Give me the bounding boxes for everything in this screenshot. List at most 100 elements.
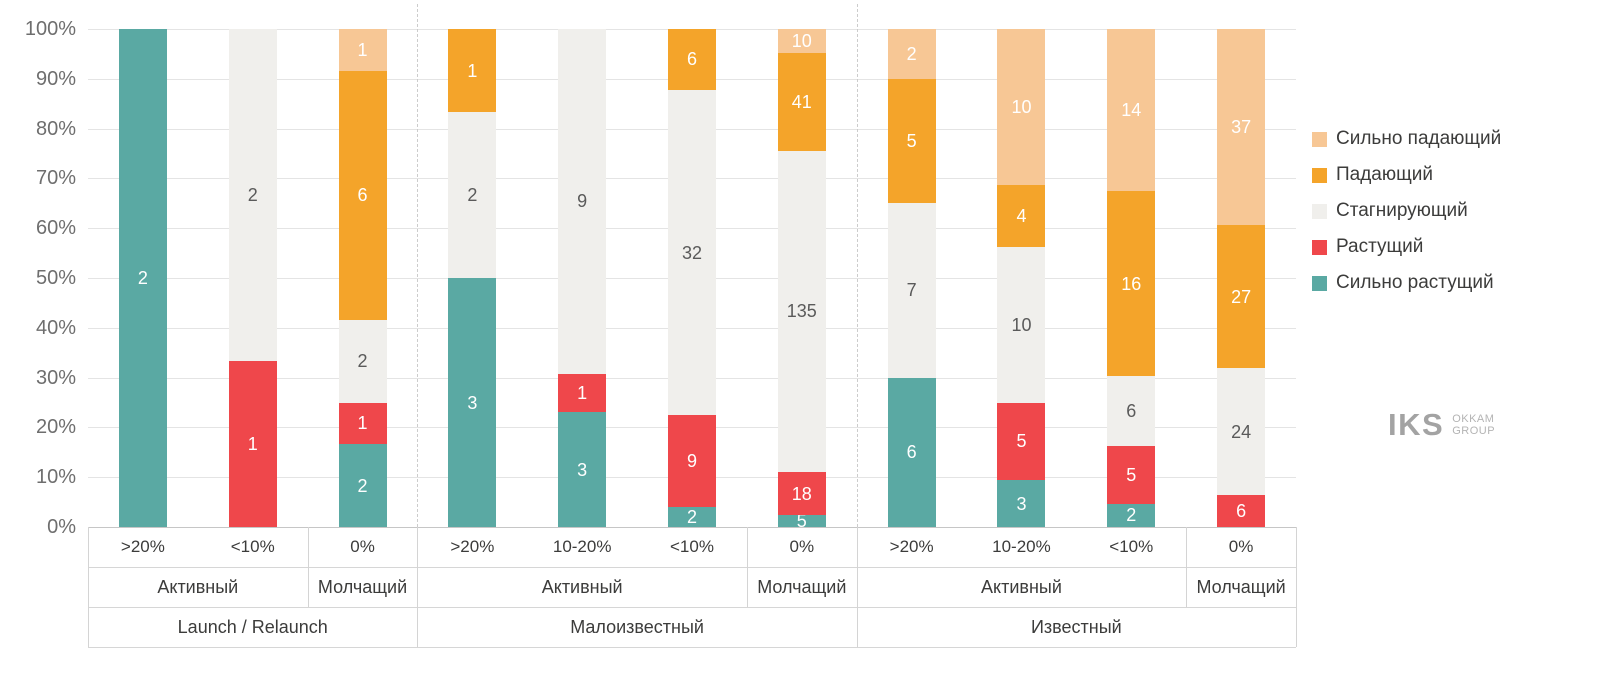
axis-table-group-vline bbox=[417, 527, 419, 647]
axis-table-subgroup-vline bbox=[746, 527, 748, 607]
bar-segment: 10 bbox=[997, 29, 1046, 185]
bar-segment: 2 bbox=[338, 444, 387, 527]
y-axis-tick-label: 50% bbox=[35, 267, 76, 289]
bar-segment: 4 bbox=[997, 184, 1046, 247]
y-axis-tick-label: 80% bbox=[35, 117, 76, 140]
bar-segment: 6 bbox=[887, 377, 936, 527]
x-axis-tick-label: >20% bbox=[889, 537, 934, 556]
legend-label: Растущий bbox=[1336, 236, 1424, 257]
bar-segment: 2 bbox=[1107, 503, 1156, 527]
x-axis-subgroup-label: Молчащий bbox=[317, 576, 408, 597]
legend-swatch bbox=[1312, 203, 1327, 219]
bar-segment: 5 bbox=[1107, 445, 1156, 504]
y-axis-tick-label: 40% bbox=[35, 316, 76, 339]
bar-segment: 5 bbox=[887, 78, 936, 204]
legend-item: Сильно растущий bbox=[1312, 265, 1501, 301]
axis-table-subgroup-vline bbox=[1186, 527, 1188, 607]
x-axis-tick-label: 10-20% bbox=[992, 537, 1051, 556]
axis-table-hline bbox=[88, 647, 1296, 648]
bar-segment: 2 bbox=[448, 112, 497, 278]
legend-label: Стагнирующий bbox=[1336, 200, 1468, 221]
y-axis-tick-label: 60% bbox=[35, 217, 76, 240]
logo-okkam-group-text: OKKAM GROUP bbox=[1452, 413, 1495, 437]
legend: Сильно падающий Падающий Стагнирующий Расту… bbox=[1312, 121, 1501, 301]
bar-segment: 27 bbox=[1217, 225, 1266, 369]
group-separator-dashed-line bbox=[417, 4, 419, 527]
bar-segment: 6 bbox=[1107, 376, 1156, 446]
bar-segment: 32 bbox=[668, 89, 716, 416]
legend-swatch bbox=[1312, 275, 1327, 291]
x-axis-tick-label: >20% bbox=[450, 537, 495, 556]
bar-segment: 1 bbox=[338, 402, 387, 444]
legend-item: Растущий bbox=[1312, 229, 1501, 265]
logo-iks-text: IKS bbox=[1388, 407, 1445, 442]
bar-segment: 10 bbox=[777, 29, 826, 53]
bar-segment: 6 bbox=[1217, 495, 1266, 527]
y-axis-tick-label: 10% bbox=[35, 466, 76, 489]
y-axis-tick-label: 20% bbox=[35, 416, 76, 439]
axis-table-group-vline bbox=[856, 527, 858, 647]
legend-swatch bbox=[1312, 167, 1327, 183]
axis-table-hline bbox=[88, 567, 1296, 568]
bar-segment: 6 bbox=[668, 29, 716, 90]
bar-segment: 2 bbox=[338, 319, 387, 403]
legend-item: Сильно падающий bbox=[1312, 121, 1501, 157]
x-axis-subgroup-label: Активный bbox=[157, 576, 239, 597]
axis-table-subgroup-vline bbox=[307, 527, 309, 607]
y-axis-tick-label: 70% bbox=[35, 167, 76, 190]
bar-segment: 9 bbox=[668, 415, 716, 507]
legend-label: Сильно падающий bbox=[1336, 128, 1502, 149]
bar-segment: 37 bbox=[1217, 29, 1266, 226]
group-separator-dashed-line bbox=[856, 4, 858, 527]
bar-segment: 2 bbox=[118, 29, 167, 527]
bar-segment: 24 bbox=[1217, 368, 1266, 496]
legend-label: Сильно растущий bbox=[1336, 272, 1494, 293]
x-axis-group-label: Малоизвестный bbox=[570, 616, 704, 637]
x-axis-group-label: Launch / Relaunch bbox=[177, 616, 328, 637]
bar-segment: 10 bbox=[997, 246, 1046, 403]
axis-table-group-vline bbox=[88, 527, 89, 647]
x-axis-tick-label: <10% bbox=[230, 537, 275, 556]
bar-segment: 6 bbox=[338, 70, 387, 320]
y-axis-tick-label: 0% bbox=[47, 516, 76, 538]
x-axis-group-label: Известный bbox=[1030, 616, 1122, 637]
axis-table-hline bbox=[88, 607, 1296, 608]
bar-segment: 9 bbox=[558, 29, 607, 374]
axis-table-group-vline bbox=[1296, 527, 1297, 647]
legend-swatch bbox=[1312, 131, 1327, 147]
bar-segment: 2 bbox=[228, 29, 277, 361]
x-axis-subgroup-label: Молчащий bbox=[1196, 576, 1286, 597]
bar-segment: 16 bbox=[1107, 191, 1156, 377]
legend-item: Стагнирующий bbox=[1312, 193, 1501, 229]
bar-segment: 1 bbox=[338, 29, 387, 71]
x-axis-tick-label: 10-20% bbox=[552, 537, 612, 556]
x-axis-subgroup-label: Молчащий bbox=[757, 576, 847, 597]
bar-segment: 135 bbox=[777, 150, 826, 473]
bar-segment: 3 bbox=[448, 278, 497, 527]
logo-okkam-line1: OKKAM bbox=[1452, 413, 1495, 425]
y-axis-tick-label: 100% bbox=[24, 18, 76, 40]
legend-item: Падающий bbox=[1312, 157, 1501, 193]
bar-segment: 5 bbox=[777, 512, 826, 530]
x-axis-tick-label: <10% bbox=[1109, 537, 1154, 556]
bar-segment: 3 bbox=[997, 480, 1046, 527]
bar-segment: 1 bbox=[448, 29, 497, 112]
legend-label: Падающий bbox=[1336, 164, 1433, 185]
y-axis-tick-label: 30% bbox=[35, 366, 76, 389]
bar-segment: 18 bbox=[777, 472, 826, 516]
legend-swatch bbox=[1312, 239, 1327, 255]
bar-segment: 14 bbox=[1107, 29, 1156, 192]
gridline bbox=[88, 527, 1296, 528]
x-axis-tick-label: >20% bbox=[120, 537, 165, 556]
bar-segment: 2 bbox=[668, 506, 716, 527]
bar-segment: 3 bbox=[558, 412, 607, 527]
iks-okkam-logo: IKS OKKAM GROUP bbox=[1388, 407, 1495, 443]
bar-segment: 5 bbox=[997, 402, 1046, 481]
bar-segment: 1 bbox=[228, 361, 277, 527]
bar-segment: 7 bbox=[887, 203, 936, 378]
bar-segment: 41 bbox=[777, 52, 826, 151]
bar-segment: 1 bbox=[558, 373, 607, 413]
logo-okkam-line2: GROUP bbox=[1452, 425, 1496, 437]
